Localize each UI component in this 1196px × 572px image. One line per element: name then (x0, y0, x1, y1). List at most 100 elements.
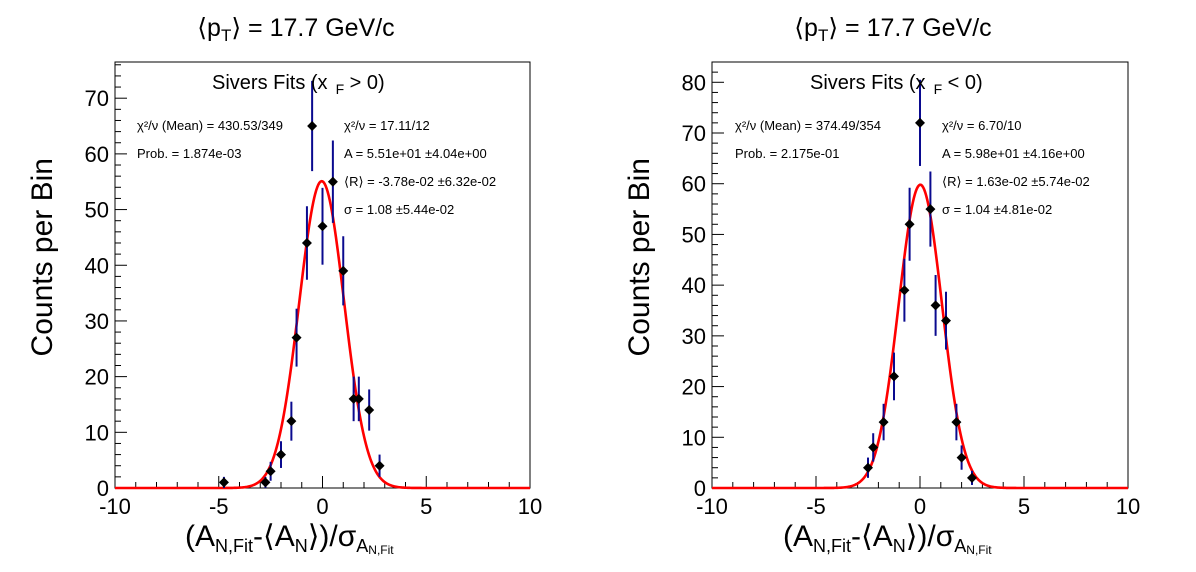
data-marker (286, 416, 297, 427)
data-point (327, 140, 338, 223)
data-point (218, 476, 229, 488)
y-tick-label: 70 (85, 86, 109, 111)
x-tick-label: -10 (696, 494, 728, 519)
stats-right-line: A = 5.51e+01 ±4.04e+00 (344, 146, 487, 161)
data-point (941, 291, 951, 350)
data-point (301, 206, 312, 280)
data-point (951, 403, 962, 441)
data-point (265, 461, 276, 481)
data-marker (915, 117, 925, 128)
y-tick-label: 50 (85, 198, 109, 223)
data-marker (967, 472, 977, 483)
x-tick-label: 0 (316, 494, 328, 519)
stats-right-line: σ = 1.08 ±5.44e-02 (344, 202, 454, 217)
stats-box: Sivers Fits (x F > 0) χ²/ν (Mean) = 430.53… (137, 72, 496, 217)
y-tick-label: 60 (85, 142, 109, 167)
x-tick-label: 10 (1116, 494, 1140, 519)
y-tick-label: 40 (85, 253, 109, 278)
data-marker (951, 417, 962, 428)
data-marker (265, 466, 276, 477)
x-tick-label: -5 (806, 494, 826, 519)
y-tick-label: 30 (85, 309, 109, 334)
data-point (915, 79, 925, 166)
y-axis-label: Counts per Bin (26, 158, 59, 356)
stats-box-title: Sivers Fits (x F < 0) (810, 72, 983, 97)
x-axis-label: (AN,Fit-⟨AN⟩)/σAN,Fit (185, 520, 394, 557)
y-tick-label: 30 (682, 324, 706, 349)
data-marker (863, 462, 873, 473)
stats-box-title: Sivers Fits (x F > 0) (212, 72, 385, 97)
data-marker (276, 449, 286, 460)
y-tick-label: 10 (85, 420, 109, 445)
stats-right-line: σ = 1.04 ±4.81e-02 (942, 202, 1052, 217)
data-point (904, 187, 915, 261)
y-tick-label: 0 (97, 476, 109, 501)
fit-curve (115, 179, 530, 490)
data-point (307, 80, 318, 172)
stats-right-line: ⟨R⟩ = -3.78e-02 ±6.32e-02 (344, 174, 496, 189)
chart-panel-2: ⟨pT⟩ = 17.7 GeV/c Counts per Bin -10 -5 0 5 10… (623, 14, 1140, 557)
data-marker (317, 221, 328, 232)
stats-right-line: χ²/ν = 17.11/12 (344, 118, 430, 133)
data-marker (338, 265, 349, 276)
x-tick-label: -5 (209, 494, 229, 519)
data-point (868, 433, 879, 462)
y-tick-label: 70 (682, 121, 706, 146)
data-marker (353, 393, 364, 404)
data-marker (364, 405, 375, 416)
data-point (878, 403, 889, 441)
data-marker (930, 300, 941, 311)
data-point (925, 171, 936, 247)
chart-title: ⟨pT⟩ = 17.7 GeV/c (794, 14, 991, 45)
data-point (863, 457, 873, 478)
data-marker (327, 176, 338, 187)
data-point (317, 187, 328, 265)
data-marker (301, 237, 312, 248)
stats-box: Sivers Fits (x F < 0) χ²/ν (Mean) = 374.49… (735, 72, 1090, 217)
stats-left-line: χ²/ν (Mean) = 430.53/349 (137, 118, 283, 133)
x-tick-label: 5 (1018, 494, 1030, 519)
data-point (364, 389, 375, 431)
chart-panel-1: ⟨pT⟩ = 17.7 GeV/c Counts per Bin -10 -5 0 5 10… (26, 14, 542, 557)
stats-left-line: Prob. = 1.874e-03 (137, 146, 241, 161)
y-tick-label: 40 (682, 273, 706, 298)
data-marker (904, 219, 915, 230)
data-point (956, 445, 967, 470)
x-tick-label: 0 (914, 494, 926, 519)
data-marker (348, 393, 359, 404)
fit-curve (712, 183, 1128, 490)
x-tick-label: 10 (518, 494, 542, 519)
data-marker (307, 121, 318, 132)
data-marker (868, 442, 879, 453)
data-marker (925, 204, 936, 215)
stats-right-line: χ²/ν = 6.70/10 (942, 118, 1021, 133)
data-marker (889, 371, 899, 382)
data-marker (941, 315, 951, 326)
x-tick-label: 5 (420, 494, 432, 519)
data-point (899, 258, 910, 322)
data-marker (956, 452, 967, 463)
y-tick-label: 10 (682, 425, 706, 450)
data-marker (878, 417, 889, 428)
stats-right-line: A = 5.98e+01 ±4.16e+00 (942, 146, 1085, 161)
data-point (374, 454, 385, 477)
data-marker (899, 285, 910, 296)
data-point (889, 352, 899, 401)
y-tick-label: 50 (682, 222, 706, 247)
data-point (930, 275, 941, 336)
y-tick-label: 60 (682, 172, 706, 197)
data-marker (291, 332, 302, 343)
stats-right-line: ⟨R⟩ = 1.63e-02 ±5.74e-02 (942, 174, 1090, 189)
chart-title: ⟨pT⟩ = 17.7 GeV/c (197, 14, 394, 45)
y-tick-label: 0 (694, 476, 706, 501)
data-point (353, 376, 364, 422)
data-marker (260, 477, 271, 488)
y-axis-label: Counts per Bin (623, 158, 656, 356)
data-marker (218, 477, 229, 488)
data-point (338, 236, 349, 306)
stats-left-line: Prob. = 2.175e-01 (735, 146, 839, 161)
y-tick-label: 20 (85, 365, 109, 390)
x-tick-label: -10 (99, 494, 131, 519)
data-point (276, 441, 286, 468)
